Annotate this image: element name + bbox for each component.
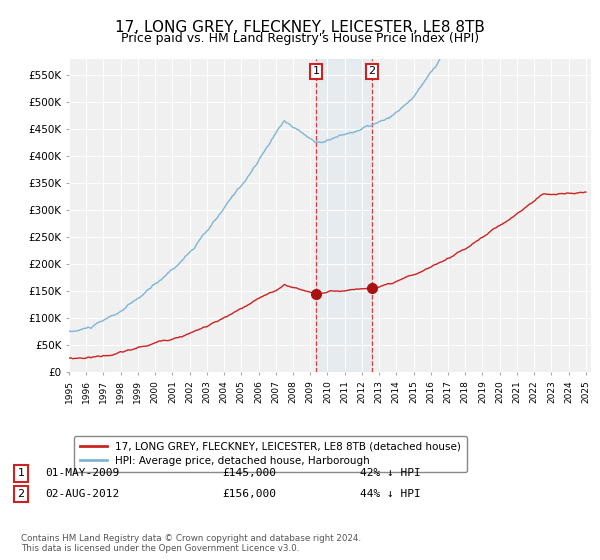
Text: 01-MAY-2009: 01-MAY-2009 <box>45 468 119 478</box>
Text: 1: 1 <box>313 66 319 76</box>
Text: £145,000: £145,000 <box>222 468 276 478</box>
Bar <box>316 59 372 372</box>
Text: Contains HM Land Registry data © Crown copyright and database right 2024.
This d: Contains HM Land Registry data © Crown c… <box>21 534 361 553</box>
Text: 2: 2 <box>17 489 25 499</box>
Text: Price paid vs. HM Land Registry's House Price Index (HPI): Price paid vs. HM Land Registry's House … <box>121 32 479 45</box>
Text: 42% ↓ HPI: 42% ↓ HPI <box>360 468 421 478</box>
Text: 1: 1 <box>17 468 25 478</box>
Text: 02-AUG-2012: 02-AUG-2012 <box>45 489 119 499</box>
Text: £156,000: £156,000 <box>222 489 276 499</box>
Text: 44% ↓ HPI: 44% ↓ HPI <box>360 489 421 499</box>
Legend: 17, LONG GREY, FLECKNEY, LEICESTER, LE8 8TB (detached house), HPI: Average price: 17, LONG GREY, FLECKNEY, LEICESTER, LE8 … <box>74 436 467 472</box>
Text: 17, LONG GREY, FLECKNEY, LEICESTER, LE8 8TB: 17, LONG GREY, FLECKNEY, LEICESTER, LE8 … <box>115 20 485 35</box>
Text: 2: 2 <box>368 66 376 76</box>
